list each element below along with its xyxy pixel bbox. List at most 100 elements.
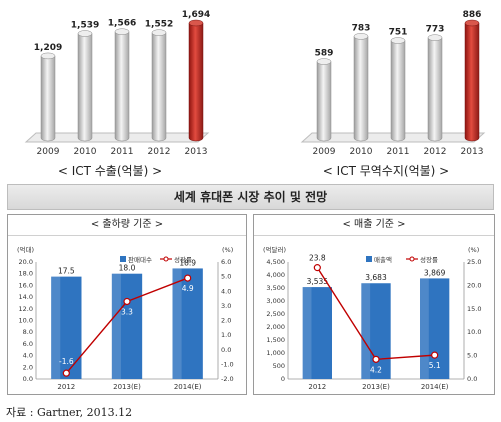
y-tick-label-right: 5.0: [467, 352, 477, 360]
y-tick-label-right: 25.0: [467, 258, 481, 266]
x-tick-label: 2014(E): [421, 383, 449, 391]
growth-point: [313, 264, 321, 272]
x-tick-label: 2011: [111, 147, 134, 157]
revenue-panel-title: < 매출 기준 >: [254, 215, 494, 236]
y-tick-label-left: 2,500: [266, 310, 285, 318]
data-label: 751: [389, 28, 408, 38]
data-label: 886: [463, 10, 482, 20]
legend-swatch-bar: [120, 256, 126, 262]
growth-data-label: -1.6: [59, 357, 74, 366]
y-tick-label-left: 18.0: [19, 270, 33, 278]
y-tick-label-left: 0: [281, 375, 285, 383]
ict-trade-balance-chart: 589 2009 783 2010 751 2011 773 2012 886 2013: [300, 10, 486, 157]
bar-highlight: [361, 283, 371, 379]
bar: [427, 34, 443, 142]
legend-label-bar: 판매대수: [128, 255, 152, 264]
legend-label-bar: 매출액: [374, 255, 392, 264]
x-tick-label: 2013: [461, 147, 484, 157]
legend-marker-line: [409, 256, 415, 262]
bar-highlight: [51, 276, 61, 379]
y-tick-label-right: 3.0: [221, 302, 231, 310]
growth-data-label: 4.2: [370, 365, 382, 374]
growth-point: [62, 369, 70, 377]
bar: [40, 52, 56, 142]
bar: [188, 19, 204, 142]
x-tick-label: 2009: [313, 147, 336, 157]
y-tick-label-left: 3,000: [266, 297, 285, 305]
growth-data-label: 4.9: [182, 284, 194, 293]
right-axis-unit: (%): [468, 246, 479, 254]
bar: [111, 273, 143, 379]
y-tick-label-left: 14.0: [19, 293, 33, 301]
growth-data-label: 3.3: [121, 307, 133, 316]
bar-highlight: [111, 273, 121, 379]
bar: [172, 268, 203, 379]
ict-export-chart: 1,209 2009 1,539 2010 1,566 2011 1,552 2012 1,69…: [24, 10, 210, 157]
y-tick-label-right: 4.0: [221, 287, 231, 295]
x-tick-label: 2012: [148, 147, 171, 157]
bar: [316, 58, 332, 142]
bar: [420, 278, 450, 379]
y-tick-label-left: 12.0: [19, 305, 33, 313]
legend-marker-line: [163, 256, 169, 262]
y-tick-label-left: 1,000: [266, 349, 285, 357]
bar-data-label: 3,869: [424, 268, 446, 277]
y-tick-label-left: 16.0: [19, 281, 33, 289]
growth-data-label: 23.8: [309, 254, 326, 263]
growth-point: [431, 351, 439, 359]
y-tick-label-left: 1,500: [266, 336, 285, 344]
growth-point: [372, 355, 380, 363]
bar: [302, 287, 332, 379]
revenue-chart: (억달러) (%) 0 500 1,000 1,500 2,000 2,500 3,000 3,5…: [263, 245, 482, 391]
data-label: 1,209: [34, 43, 62, 53]
y-tick-label-right: 6.0: [221, 258, 231, 266]
revenue-panel: < 매출 기준 > (억달러) (%) 0 500 1,000 1,500 2,000 2,5…: [253, 214, 495, 395]
x-tick-label: 2014(E): [174, 383, 202, 391]
x-tick-label: 2012: [308, 383, 326, 391]
y-tick-label-left: 8.0: [23, 328, 33, 336]
data-label: 1,694: [182, 10, 210, 20]
y-tick-label-right: 10.0: [467, 328, 481, 336]
y-tick-label-left: 4,500: [266, 258, 285, 266]
y-tick-label-right: 15.0: [467, 305, 481, 313]
shipment-panel-title: < 출하량 기준 >: [8, 215, 246, 236]
x-tick-label: 2012: [424, 147, 447, 157]
shipment-panel: < 출하량 기준 > (억대) (%) 0.0 2.0 4.0 6.0 8.0 10.0 12.…: [7, 214, 247, 395]
y-tick-label-left: 10.0: [19, 317, 33, 325]
section-title: 세계 휴대폰 시장 추이 및 전망: [7, 184, 494, 210]
y-tick-label-left: 3,500: [266, 284, 285, 292]
data-label: 1,566: [108, 19, 136, 29]
x-tick-label: 2010: [74, 147, 97, 157]
y-tick-label-left: 4.0: [23, 352, 33, 360]
x-tick-label: 2011: [387, 147, 410, 157]
bar-highlight: [420, 278, 429, 379]
bar: [361, 283, 391, 379]
y-tick-label-left: 500: [273, 362, 285, 370]
bar-data-label: 18.0: [119, 264, 136, 273]
y-tick-label-right: -1.0: [221, 360, 234, 368]
y-tick-label-left: 4,000: [266, 271, 285, 279]
left-axis-unit: (억달러): [263, 245, 286, 254]
x-tick-label: 2010: [350, 147, 373, 157]
left-axis-unit: (억대): [17, 246, 34, 254]
bar: [151, 29, 167, 142]
bar-data-label: 18.9: [179, 258, 196, 267]
data-label: 783: [352, 23, 371, 33]
y-tick-label-left: 6.0: [23, 340, 33, 348]
legend-swatch-bar: [366, 256, 372, 262]
growth-data-label: 5.1: [429, 361, 441, 370]
y-tick-label-left: 0.0: [23, 375, 33, 383]
y-tick-label-left: 20.0: [19, 258, 33, 266]
bar: [114, 28, 130, 142]
y-tick-label-right: 20.0: [467, 281, 481, 289]
x-tick-label: 2009: [37, 147, 60, 157]
bar-data-label: 17.5: [58, 267, 75, 276]
bar-data-label: 3,683: [365, 273, 387, 282]
growth-point: [123, 297, 131, 306]
bar-highlight: [302, 287, 312, 379]
legend-label-line: 성장률: [420, 255, 438, 264]
x-tick-label: 2013: [185, 147, 208, 157]
x-tick-label: 2013(E): [113, 383, 141, 391]
y-tick-label-left: 2,000: [266, 323, 285, 331]
y-tick-label-right: 2.0: [221, 317, 231, 325]
